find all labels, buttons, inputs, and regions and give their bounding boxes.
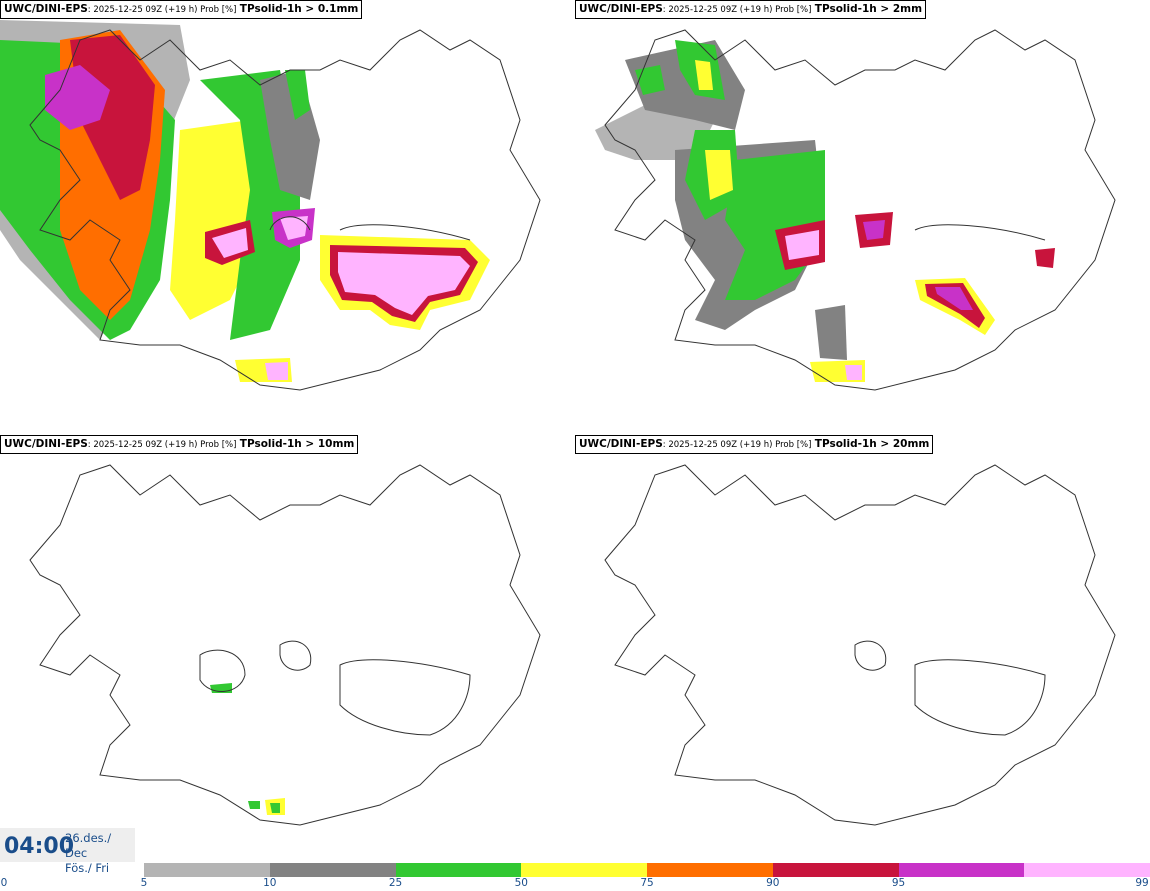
colorbar-segment xyxy=(898,863,1025,877)
iceland-map xyxy=(0,20,541,391)
map-panel-2mm: UWC/DINI-EPS: 2025-12-25 09Z (+19 h) Pro… xyxy=(575,0,1150,435)
coastline xyxy=(29,29,541,391)
valid-time: 04:00 xyxy=(4,834,75,859)
colorbar-segment xyxy=(269,863,396,877)
colorbar-tick-label: 75 xyxy=(640,877,654,889)
colorbar-tick-label: 95 xyxy=(891,877,906,889)
model-name: UWC/DINI-EPS xyxy=(4,438,88,450)
panel-title: UWC/DINI-EPS: 2025-12-25 09Z (+19 h) Pro… xyxy=(0,0,363,19)
valid-date: 26.des./ Dec Fös./ Fri xyxy=(65,831,135,876)
probability-fields xyxy=(0,20,490,382)
probability-colorbar xyxy=(144,863,1150,877)
colorbar-segment xyxy=(647,863,773,877)
iceland-map xyxy=(604,464,1116,826)
colorbar-tick-label: 99 xyxy=(1135,877,1149,889)
colorbar-segment xyxy=(521,863,647,877)
map-panel-20mm: UWC/DINI-EPS: 2025-12-25 09Z (+19 h) Pro… xyxy=(575,435,1150,870)
colorbar-tick-label: 5 xyxy=(140,877,148,889)
coastline xyxy=(604,464,1116,826)
model-name: UWC/DINI-EPS xyxy=(579,3,663,15)
coastline xyxy=(604,29,1116,391)
run-info: : 2025-12-25 09Z (+19 h) Prob [%] xyxy=(87,5,237,15)
run-info: : 2025-12-25 09Z (+19 h) Prob [%] xyxy=(662,5,812,15)
colorbar-segment xyxy=(1024,863,1150,877)
colorbar-segment xyxy=(772,863,899,877)
iceland-map xyxy=(29,464,541,826)
colorbar-tick-label: 90 xyxy=(766,877,780,889)
run-info: : 2025-12-25 09Z (+19 h) Prob [%] xyxy=(87,440,237,450)
panel-title: UWC/DINI-EPS: 2025-12-25 09Z (+19 h) Pro… xyxy=(575,435,934,454)
coastline xyxy=(29,464,541,826)
date-line-1: 26.des./ Dec xyxy=(65,831,112,860)
date-line-2: Fös./ Fri xyxy=(65,861,110,875)
colorbar-tick-label: 50 xyxy=(514,877,528,889)
parameter-label: TPsolid-1h > 20mm xyxy=(814,438,930,450)
parameter-label: TPsolid-1h > 2mm xyxy=(814,3,923,15)
model-name: UWC/DINI-EPS xyxy=(579,438,663,450)
parameter-label: TPsolid-1h > 0.1mm xyxy=(239,3,359,15)
run-info: : 2025-12-25 09Z (+19 h) Prob [%] xyxy=(662,440,812,450)
colorbar-segment xyxy=(144,863,270,877)
map-panel-0-1mm: UWC/DINI-EPS: 2025-12-25 09Z (+19 h) Pro… xyxy=(0,0,575,435)
probability-fields xyxy=(595,40,1055,382)
colorbar-tick-label: 25 xyxy=(388,877,403,889)
colorbar-segment xyxy=(395,863,522,877)
map-panel-10mm: UWC/DINI-EPS: 2025-12-25 09Z (+19 h) Pro… xyxy=(0,435,575,870)
iceland-map xyxy=(595,29,1116,391)
colorbar-tick-label: 10 xyxy=(263,877,277,889)
colorbar-tick-label: 0 xyxy=(0,877,8,889)
model-name: UWC/DINI-EPS xyxy=(4,3,88,15)
panel-title: UWC/DINI-EPS: 2025-12-25 09Z (+19 h) Pro… xyxy=(0,435,359,454)
panel-title: UWC/DINI-EPS: 2025-12-25 09Z (+19 h) Pro… xyxy=(575,0,927,19)
parameter-label: TPsolid-1h > 10mm xyxy=(239,438,355,450)
valid-time-box: 04:00 26.des./ Dec Fös./ Fri xyxy=(0,828,135,875)
